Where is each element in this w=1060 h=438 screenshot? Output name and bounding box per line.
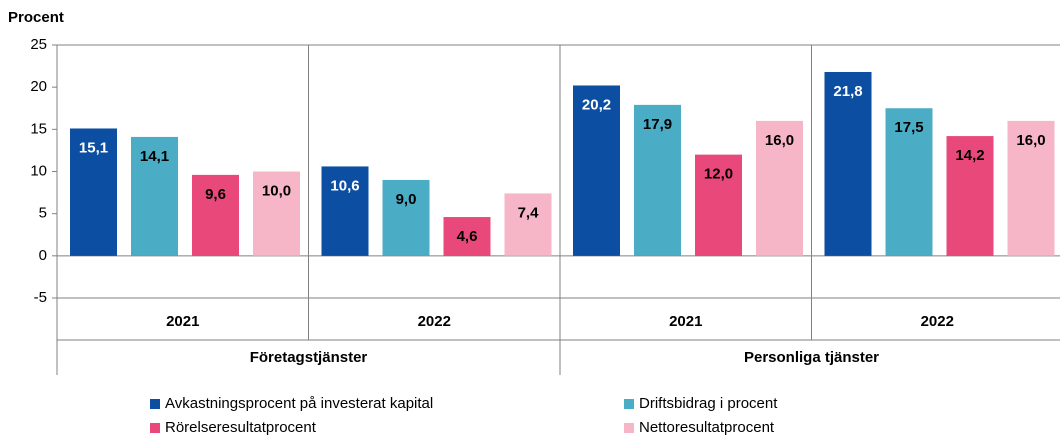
bar [824, 71, 872, 256]
legend-label: Nettoresultatprocent [639, 419, 775, 436]
bar [756, 120, 803, 256]
value-label: 17,9 [643, 116, 672, 133]
value-label: 16,0 [1016, 132, 1045, 149]
y-tick-label: -5 [34, 289, 47, 306]
x-tick-label: 2022 [418, 313, 451, 330]
legend-label: Rörelseresultatprocent [165, 419, 317, 436]
value-label: 16,0 [765, 132, 794, 149]
x-tick-label: 2021 [669, 313, 702, 330]
y-tick-label: 0 [39, 247, 47, 264]
value-label: 9,0 [396, 191, 417, 208]
legend-swatch [150, 399, 160, 409]
bar [504, 193, 552, 256]
value-label: 17,5 [894, 119, 923, 136]
legend-swatch [624, 423, 634, 433]
value-label: 10,0 [262, 182, 291, 199]
x-tick-label: 2022 [921, 313, 954, 330]
bar [1007, 120, 1055, 256]
group-label: Personliga tjänster [744, 349, 879, 366]
value-label: 15,1 [79, 139, 108, 156]
bar [321, 166, 369, 256]
x-tick-label: 2021 [166, 313, 199, 330]
value-label: 21,8 [833, 83, 862, 100]
bar [192, 174, 239, 256]
bar [573, 85, 620, 256]
bar [634, 104, 681, 256]
y-tick-label: 25 [30, 36, 47, 53]
bar [253, 171, 300, 256]
value-label: 7,4 [518, 204, 540, 221]
value-label: 20,2 [582, 96, 611, 113]
bar [885, 108, 933, 256]
y-tick-label: 15 [30, 120, 47, 137]
value-label: 9,6 [205, 186, 226, 203]
y-tick-label: 20 [30, 78, 47, 95]
bar [70, 128, 117, 256]
y-tick-label: 5 [39, 205, 47, 222]
bar [946, 136, 994, 256]
bar [131, 136, 178, 256]
legend-swatch [624, 399, 634, 409]
bar [382, 179, 430, 256]
legend-label: Driftsbidrag i procent [639, 395, 778, 412]
value-label: 4,6 [457, 228, 478, 245]
value-label: 14,1 [140, 148, 169, 165]
group-label: Företagstjänster [250, 349, 368, 366]
value-label: 14,2 [955, 147, 984, 164]
legend-swatch [150, 423, 160, 433]
value-label: 10,6 [330, 177, 359, 194]
legend-label: Avkastningsprocent på investerat kapital [165, 395, 433, 412]
value-label: 12,0 [704, 166, 733, 183]
bar [695, 154, 742, 256]
bar [443, 217, 491, 256]
y-tick-label: 10 [30, 162, 47, 179]
y-axis-label: Procent [8, 9, 64, 26]
plot-border [56, 44, 1060, 299]
